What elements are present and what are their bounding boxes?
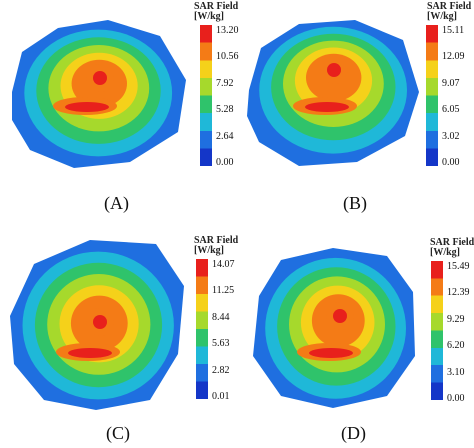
colorbar-tick: 2.82: [212, 365, 230, 376]
colorbar-unit-d: [W/kg]: [430, 247, 460, 258]
colorbar-tick: 7.92: [216, 78, 234, 89]
sar-map-b: [247, 20, 419, 166]
sar-strip-core: [309, 348, 353, 358]
colorbar-a: [200, 25, 212, 166]
colorbar-b: [426, 25, 438, 166]
caption-c: (C): [106, 423, 130, 443]
colorbar-title-c: SAR Field: [194, 235, 239, 246]
colorbar-title-a: SAR Field: [194, 1, 239, 12]
sar-strip-core: [68, 348, 112, 358]
colorbar-d: [431, 261, 443, 400]
sar-map-c: [10, 240, 184, 410]
colorbar-tick: 14.07: [212, 259, 235, 270]
colorbar-tick: 3.02: [442, 131, 460, 142]
colorbar-tick: 8.44: [212, 312, 230, 323]
colorbar-tick: 11.25: [212, 285, 235, 296]
sar-strip-core: [305, 102, 349, 112]
colorbar-tick: 3.10: [447, 367, 465, 378]
sar-map-d: [253, 248, 415, 408]
caption-d: (D): [341, 423, 366, 443]
colorbar-unit-a: [W/kg]: [194, 11, 224, 22]
colorbar-tick: 12.39: [447, 287, 470, 298]
sar-peak: [333, 309, 347, 323]
colorbar-tick: 15.49: [447, 261, 470, 272]
panel-d: SAR Field [W/kg] 15.49 12.39 9.29 6.20 3…: [237, 224, 474, 448]
colorbar-tick: 9.29: [447, 314, 465, 325]
colorbar-tick: 15.11: [442, 25, 465, 36]
colorbar-tick: 0.01: [212, 391, 230, 402]
caption-b: (B): [343, 193, 367, 213]
colorbar-tick: 2.64: [216, 131, 234, 142]
panel-b: SAR Field [W/kg] 15.11 12.09 9.07 6.05 3…: [237, 0, 474, 224]
colorbar-unit-b: [W/kg]: [427, 11, 457, 22]
colorbar-tick: 6.20: [447, 340, 465, 351]
panel-c: SAR Field [W/kg] 14.07 11.25 8.44 5.63 2…: [0, 224, 239, 448]
panel-a: SAR Field [W/kg] 13.20 10.56 7.92 5.28 2…: [0, 0, 239, 224]
colorbar-tick: 9.07: [442, 78, 460, 89]
caption-a: (A): [104, 193, 129, 213]
colorbar-title-b: SAR Field: [427, 1, 472, 12]
colorbar-tick: 13.20: [216, 25, 239, 36]
colorbar-tick: 5.63: [212, 338, 230, 349]
colorbar-tick: 0.00: [447, 393, 465, 404]
colorbar-tick: 6.05: [442, 104, 460, 115]
sar-strip-core: [65, 102, 109, 112]
colorbar-tick: 10.56: [216, 51, 239, 62]
sar-peak: [327, 63, 341, 77]
colorbar-title-d: SAR Field: [430, 237, 474, 248]
colorbar-c: [196, 259, 208, 399]
colorbar-tick: 5.28: [216, 104, 234, 115]
sar-peak: [93, 71, 107, 85]
colorbar-unit-c: [W/kg]: [194, 245, 224, 256]
sar-map-a: [12, 20, 186, 168]
sar-peak: [93, 315, 107, 329]
colorbar-tick: 0.00: [216, 157, 234, 168]
colorbar-tick: 12.09: [442, 51, 465, 62]
colorbar-tick: 0.00: [442, 157, 460, 168]
